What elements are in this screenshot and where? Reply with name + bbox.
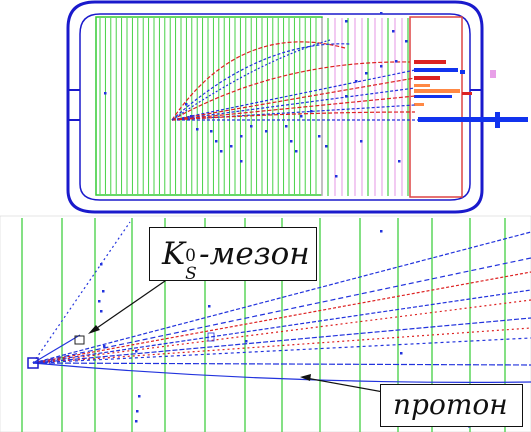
hit — [102, 290, 105, 293]
hit — [100, 310, 103, 313]
drift-region — [96, 17, 322, 195]
hit — [380, 230, 383, 233]
left-port — [68, 90, 80, 120]
hodoscope-bar — [414, 84, 430, 87]
hit — [318, 135, 321, 138]
hit — [135, 350, 138, 353]
hit — [398, 160, 401, 163]
hodoscope-bar — [414, 60, 446, 64]
hit — [135, 420, 138, 423]
hodoscope-bar — [414, 68, 458, 72]
hit — [98, 300, 101, 303]
beam-marker — [495, 112, 500, 128]
hodoscope-bar — [490, 70, 496, 78]
hit — [208, 305, 211, 308]
hit — [295, 150, 298, 153]
hit — [103, 345, 106, 348]
hodoscope-bar — [462, 92, 472, 95]
hit — [190, 115, 193, 118]
hit — [230, 145, 233, 148]
hodoscope-bar — [414, 89, 460, 93]
hit — [290, 140, 293, 143]
hit — [240, 135, 243, 138]
chamber-outer-outline — [68, 2, 482, 212]
hit — [310, 110, 313, 113]
hit — [380, 12, 383, 15]
detector-overview-panel — [68, 2, 528, 212]
hit — [300, 115, 303, 118]
hit — [405, 40, 408, 43]
hit — [365, 72, 368, 75]
hit — [210, 130, 213, 133]
kaon-suffix: -мезон — [199, 236, 310, 272]
hit — [138, 395, 141, 398]
kaon-subscript: S — [185, 266, 197, 283]
proton-text: протон — [393, 391, 508, 419]
hit — [250, 125, 253, 128]
hit — [395, 60, 398, 63]
hit — [240, 160, 243, 163]
hodoscope-bar — [460, 70, 465, 74]
hit — [104, 92, 107, 95]
hit — [245, 340, 248, 343]
kaon-label: K 0 S -мезон — [149, 227, 317, 281]
hit — [355, 80, 358, 83]
kaon-superscript: 0 — [185, 248, 196, 265]
chamber-inner-outline — [80, 14, 470, 200]
track — [33, 335, 80, 363]
beam-exit — [418, 117, 528, 122]
hit — [185, 103, 188, 106]
hit — [136, 410, 139, 413]
hit — [392, 30, 395, 33]
kaon-symbol: K — [162, 236, 185, 272]
hit — [325, 145, 328, 148]
hit — [100, 263, 103, 266]
hit — [380, 65, 383, 68]
hit — [196, 128, 199, 131]
hit — [215, 140, 218, 143]
hodoscope-bar — [414, 103, 424, 106]
hodoscope-bar — [414, 95, 452, 98]
hit — [400, 352, 403, 355]
drift-wires-top — [100, 18, 316, 194]
hit — [345, 95, 348, 98]
hodoscope-bar — [414, 76, 440, 80]
pink-wires-top — [322, 18, 408, 196]
hit — [360, 140, 363, 143]
hit — [335, 175, 338, 178]
hit — [345, 20, 348, 23]
hodoscope-bars — [414, 60, 496, 106]
hodoscope-box — [410, 17, 462, 197]
hit — [265, 130, 268, 133]
hit — [220, 150, 223, 153]
hit — [285, 125, 288, 128]
proton-label: протон — [380, 384, 523, 427]
